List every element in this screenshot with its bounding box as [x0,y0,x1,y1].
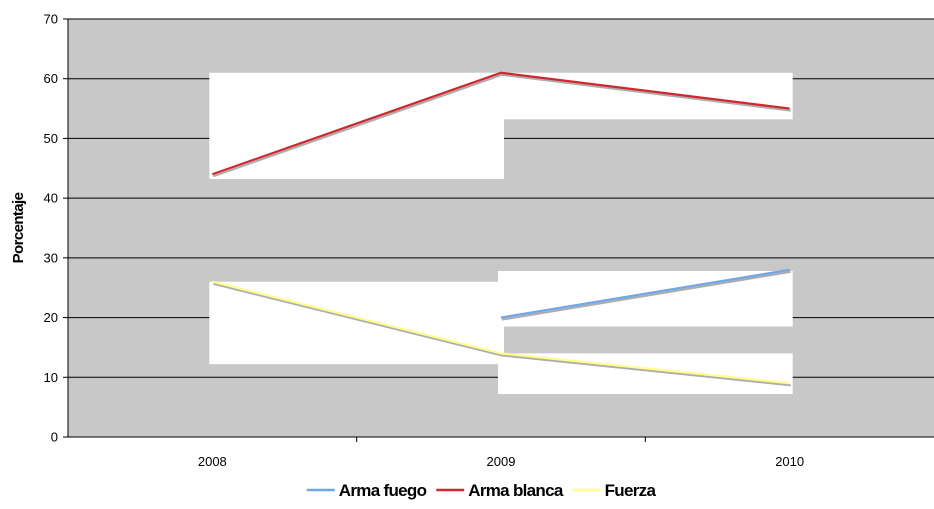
series-line-arma-blanca [211,71,790,176]
legend-label-fuerza: Fuerza [605,481,657,500]
y-tick-label: 20 [44,310,58,325]
y-tick-label: 40 [44,191,58,206]
series-lines [211,71,791,387]
series-shadow-arma-blanca [212,73,791,178]
y-tick-label: 60 [44,71,58,86]
series-line-arma-fuego [500,268,790,319]
series-shadow-fuerza [213,282,791,387]
series-line-fuerza [212,280,790,385]
legend-label-arma-fuego: Arma fuego [339,481,427,500]
y-tick-label: 30 [44,250,58,265]
y-tick-label: 0 [51,430,58,445]
x-tick-label: 2008 [198,454,227,469]
y-tick-label: 70 [44,12,58,27]
axes [63,18,934,442]
legend-label-arma-blanca: Arma blanca [468,481,564,500]
label-backdrops [209,72,793,395]
y-tick-label: 10 [44,370,58,385]
series-shadow-arma-fuego [501,270,791,321]
x-tick-labels: 2008 2009 2010 [198,454,804,469]
legend: Arma fuego Arma blanca Fuerza [306,481,657,500]
y-axis-title: Porcentaje [10,192,27,263]
y-tick-labels: 0 10 20 30 40 50 60 70 [44,12,58,445]
y-tick-label: 50 [44,131,58,146]
x-tick-label: 2010 [775,454,804,469]
x-tick-label: 2009 [487,454,516,469]
